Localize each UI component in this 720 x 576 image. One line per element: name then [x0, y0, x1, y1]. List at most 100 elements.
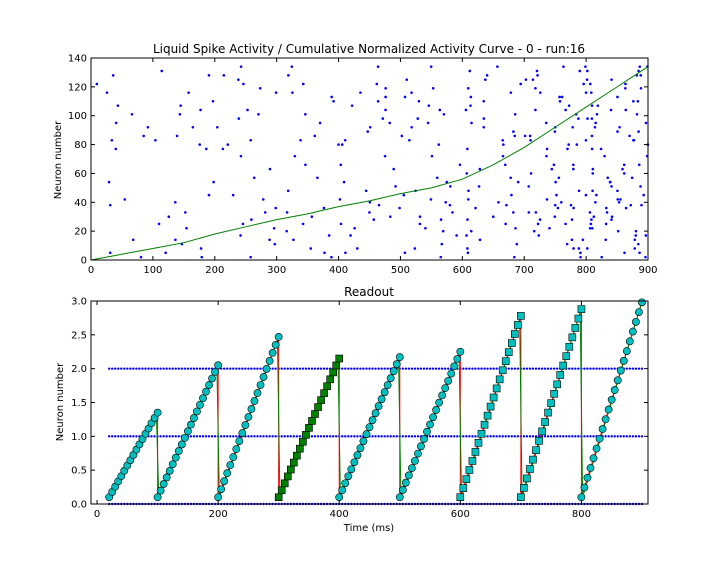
spike-point	[375, 82, 379, 86]
spike-point	[160, 69, 164, 73]
spike-point	[301, 82, 305, 86]
spike-point	[429, 65, 433, 68]
readout-level-dot	[171, 435, 174, 438]
readout-level-dot	[516, 435, 520, 438]
readout-level-dot	[522, 367, 526, 370]
readout-axis-ticks: 0 200 400 600 800 0.0 0.5 1.0 1.5 2.0 2.5 3.0	[71, 297, 648, 520]
spike-point	[299, 138, 302, 142]
readout-level-dot	[123, 435, 126, 438]
readout-level-dot	[471, 367, 474, 370]
readout-marker	[217, 485, 226, 494]
spike-point	[632, 99, 635, 103]
readout-level-dot	[507, 435, 510, 438]
readout-level-dot	[371, 435, 374, 438]
readout-level-dot	[637, 367, 641, 370]
spike-point	[458, 163, 462, 167]
spike-point	[577, 189, 581, 193]
readout-level-dot	[268, 435, 271, 438]
y-tick-label: 0.5	[71, 466, 87, 477]
readout-level-dot	[289, 435, 292, 438]
spike-point	[618, 125, 621, 129]
readout-plot-frame	[90, 300, 649, 505]
spike-point	[356, 247, 359, 250]
readout-level-dot	[437, 435, 441, 438]
y-tick-label: 20	[74, 227, 87, 238]
readout-level-dot	[114, 435, 117, 438]
spike-point	[560, 95, 564, 99]
readout-level-dot	[447, 367, 450, 370]
spike-point	[509, 176, 512, 180]
spike-point	[318, 121, 322, 125]
spike-point	[621, 167, 624, 171]
spike-point	[523, 134, 527, 138]
spike-point	[469, 229, 473, 233]
readout-level-dot	[531, 367, 535, 370]
spike-point	[594, 200, 597, 204]
readout-marker	[577, 305, 586, 313]
readout-level-dot	[344, 367, 347, 370]
readout-level-dot	[153, 435, 156, 438]
spike-point	[570, 218, 574, 221]
spike-point	[392, 167, 396, 171]
spike-point	[274, 206, 278, 210]
spike-point	[402, 193, 406, 197]
readout-marker	[389, 367, 398, 376]
spike-point	[445, 180, 449, 184]
x-tick-label: 0	[94, 509, 100, 520]
readout-level-dot	[177, 435, 180, 438]
readout-level-dot	[325, 367, 329, 370]
spike-point	[492, 215, 495, 219]
spike-point	[639, 185, 642, 188]
readout-marker	[320, 389, 328, 397]
readout-marker	[468, 457, 477, 465]
spike-point	[610, 215, 614, 219]
spike-point	[398, 206, 401, 210]
spike-point	[349, 234, 352, 237]
readout-marker	[444, 376, 453, 385]
readout-marker	[193, 407, 201, 416]
spike-point	[638, 251, 641, 255]
spike-point	[388, 215, 392, 219]
readout-level-dot	[410, 435, 414, 438]
readout-level-dot	[286, 367, 289, 370]
spike-point	[603, 154, 606, 158]
readout-level-dot	[440, 367, 444, 370]
readout-level-dot	[365, 367, 368, 370]
readout-marker	[607, 395, 616, 404]
readout-level-dot	[574, 435, 577, 438]
readout-marker	[256, 381, 265, 389]
readout-marker	[465, 466, 474, 474]
readout-level-dot	[383, 435, 386, 438]
readout-marker	[183, 427, 192, 436]
readout-level-dot	[568, 435, 571, 438]
readout-marker	[353, 451, 362, 460]
spike-point	[435, 176, 439, 180]
spike-point	[273, 242, 277, 246]
readout-level-dot	[546, 367, 550, 370]
readout-level-dot	[422, 367, 426, 370]
y-tick-label: 80	[74, 140, 87, 151]
readout-marker	[293, 451, 301, 460]
spike-point	[577, 117, 580, 120]
readout-level-dot	[313, 435, 317, 438]
readout-level-dot	[107, 435, 111, 438]
spike-point	[593, 125, 597, 129]
spike-point	[616, 130, 619, 133]
readout-level-dot	[534, 367, 538, 370]
spike-point	[237, 117, 241, 120]
readout-level-dot	[247, 435, 250, 438]
spike-point	[239, 234, 242, 237]
spike-point	[529, 172, 533, 175]
readout-marker	[631, 317, 640, 326]
spike-point	[604, 238, 608, 242]
readout-level-dot	[525, 367, 529, 370]
spike-point	[359, 91, 362, 94]
readout-level-dot	[362, 367, 365, 370]
x-tick-label: 100	[143, 265, 162, 276]
readout-level-dot	[165, 435, 168, 438]
readout-level-dot	[319, 367, 323, 370]
readout-marker	[601, 415, 610, 424]
spike-point	[565, 242, 569, 246]
spike-point	[424, 226, 427, 230]
readout-level-dot	[129, 435, 132, 438]
